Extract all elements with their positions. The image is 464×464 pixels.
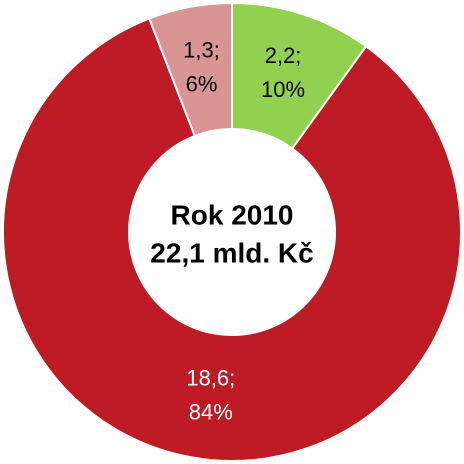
chart-subtitle: 22,1 mld. Kč [150,237,313,268]
value-label: 1,3; [183,38,220,63]
percent-label: 6% [186,72,218,97]
value-label: 18,6; [186,365,235,390]
slice [2,17,462,462]
chart-title: Rok 2010 [171,199,294,230]
labels: 2,2; 10% 18,6; 84% 1,3; 6% [183,38,305,425]
value-label: 2,2; [265,43,302,68]
slice [147,1,233,138]
percent-label: 10% [261,77,305,102]
percent-label: 84% [189,399,233,424]
